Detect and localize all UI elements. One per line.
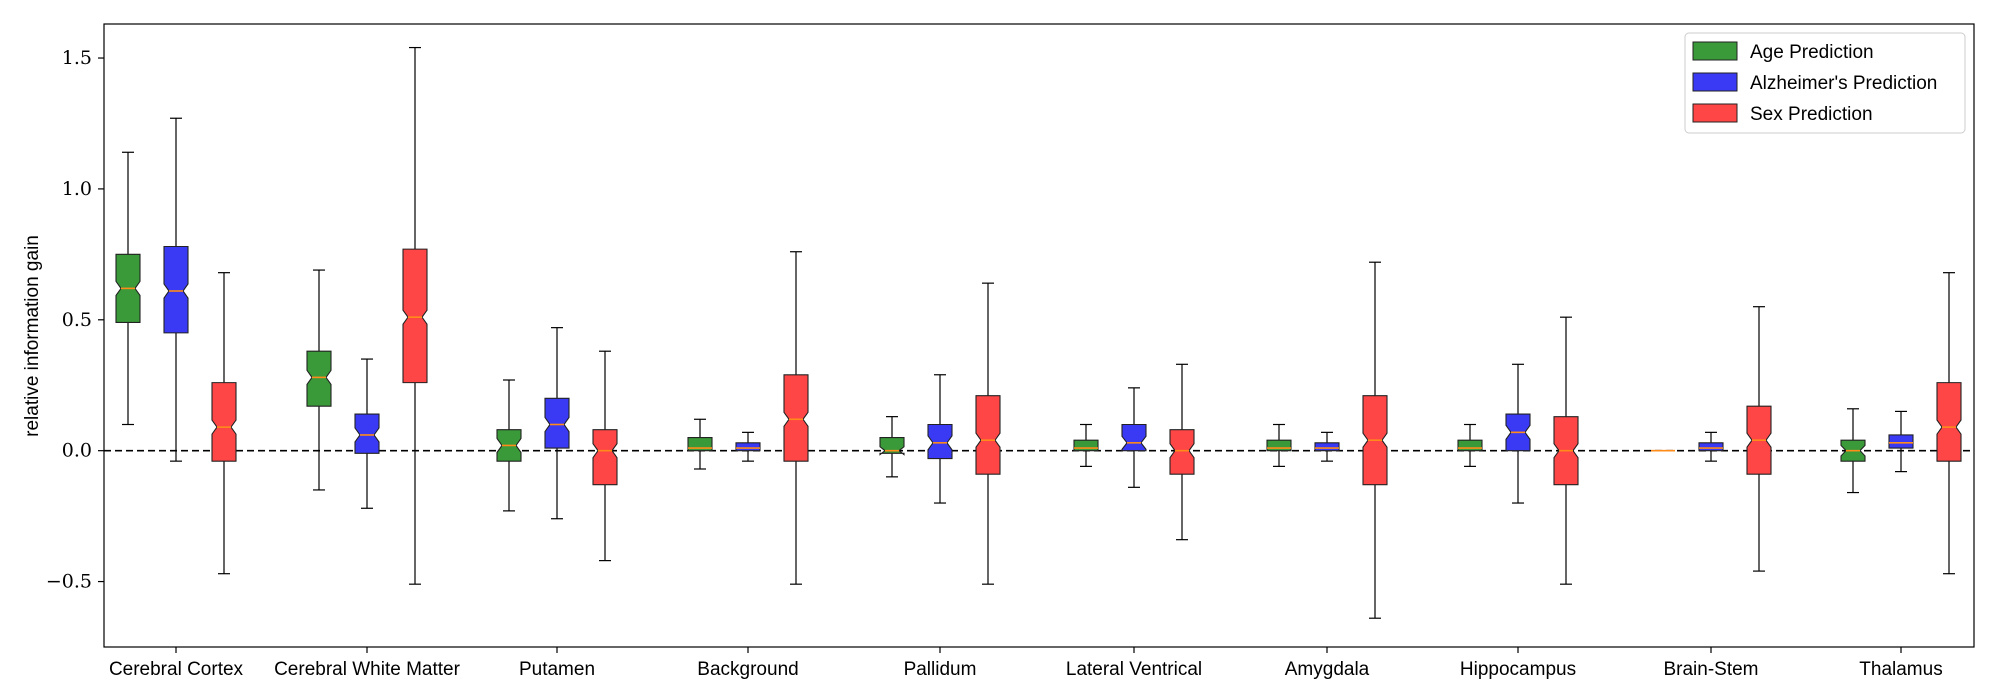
legend-label: Age Prediction	[1750, 42, 1874, 63]
legend-swatch	[1692, 72, 1738, 92]
x-tick-label: Thalamus	[1859, 659, 1942, 680]
box-putamen-sex-prediction	[592, 350, 618, 562]
box-lateral-ventrical-sex-prediction	[1169, 363, 1195, 541]
box-pallidum-alzheimer-s-prediction	[927, 374, 953, 504]
box-body	[306, 350, 332, 407]
box-brain-stem-alzheimer-s-prediction	[1698, 431, 1724, 462]
y-axis-label: relative information gain	[22, 235, 43, 437]
box-body	[1266, 439, 1292, 452]
box-brain-stem-sex-prediction	[1746, 306, 1772, 572]
x-tick-label: Putamen	[519, 659, 595, 680]
x-tick-label: Amygdala	[1285, 659, 1370, 680]
box-cerebral-white-matter-sex-prediction	[402, 46, 428, 585]
box-body	[211, 382, 237, 462]
box-body	[879, 437, 905, 456]
box-amygdala-alzheimer-s-prediction	[1314, 431, 1340, 462]
legend-label: Alzheimer's Prediction	[1750, 73, 1937, 94]
box-amygdala-sex-prediction	[1362, 261, 1388, 619]
y-tick-label: 0.5	[62, 309, 92, 331]
box-lateral-ventrical-age-prediction	[1073, 423, 1099, 467]
x-tick-label: Lateral Ventrical	[1066, 659, 1202, 680]
box-body	[544, 397, 570, 449]
legend-label: Sex Prediction	[1750, 104, 1873, 125]
y-tick-label: 0.0	[62, 440, 92, 462]
box-body	[1169, 429, 1195, 475]
x-tick-label: Hippocampus	[1460, 659, 1576, 680]
box-body	[402, 248, 428, 384]
box-cerebral-cortex-age-prediction	[115, 151, 141, 426]
box-body	[163, 245, 189, 334]
legend-frame	[1684, 32, 1966, 134]
y-axis: −0.5 0.0 0.5 1.0 1.5	[46, 47, 104, 593]
x-tick-label: Brain-Stem	[1663, 659, 1758, 680]
x-axis: Cerebral Cortex Cerebral White Matter Puta…	[109, 647, 1943, 680]
box-hippocampus-sex-prediction	[1553, 316, 1579, 585]
box-body	[354, 413, 380, 454]
box-lateral-ventrical-alzheimer-s-prediction	[1121, 387, 1147, 488]
legend: Age Prediction Alzheimer's Prediction Sex …	[1684, 32, 1966, 134]
box-pallidum-age-prediction	[879, 416, 905, 478]
box-thalamus-alzheimer-s-prediction	[1888, 410, 1914, 473]
box-background-sex-prediction	[783, 251, 809, 585]
box-thalamus-age-prediction	[1840, 408, 1866, 494]
box-body	[783, 374, 809, 462]
box-pallidum-sex-prediction	[975, 282, 1001, 585]
box-thalamus-sex-prediction	[1936, 272, 1962, 575]
boxes-layer	[115, 46, 1962, 619]
box-cerebral-cortex-alzheimer-s-prediction	[163, 117, 189, 462]
box-body	[592, 429, 618, 486]
box-cerebral-white-matter-age-prediction	[306, 269, 332, 491]
legend-swatch	[1692, 41, 1738, 61]
x-tick-label: Cerebral White Matter	[274, 659, 461, 680]
box-body	[927, 423, 953, 460]
box-body	[975, 395, 1001, 475]
box-cerebral-white-matter-alzheimer-s-prediction	[354, 358, 380, 509]
box-body	[735, 442, 761, 452]
box-body	[1457, 439, 1483, 452]
box-body	[1936, 382, 1962, 462]
box-body	[1121, 423, 1147, 452]
box-hippocampus-alzheimer-s-prediction	[1505, 363, 1531, 504]
y-tick-label: 1.0	[62, 178, 92, 200]
y-tick-label: 1.5	[62, 47, 92, 69]
box-putamen-alzheimer-s-prediction	[544, 327, 570, 520]
box-cerebral-cortex-sex-prediction	[211, 272, 237, 575]
box-hippocampus-age-prediction	[1457, 423, 1483, 467]
box-body	[1888, 434, 1914, 449]
x-tick-label: Pallidum	[904, 659, 977, 680]
y-tick-label: −0.5	[46, 571, 92, 593]
box-putamen-age-prediction	[496, 379, 522, 512]
plot-frame	[103, 23, 1975, 648]
x-tick-label: Cerebral Cortex	[109, 659, 244, 680]
box-background-age-prediction	[687, 418, 713, 470]
box-amygdala-age-prediction	[1266, 423, 1292, 467]
legend-swatch	[1692, 103, 1738, 123]
box-body	[1698, 442, 1724, 452]
box-background-alzheimer-s-prediction	[735, 431, 761, 462]
x-tick-label: Background	[697, 659, 798, 680]
box-body	[1314, 442, 1340, 452]
box-body	[1073, 439, 1099, 452]
